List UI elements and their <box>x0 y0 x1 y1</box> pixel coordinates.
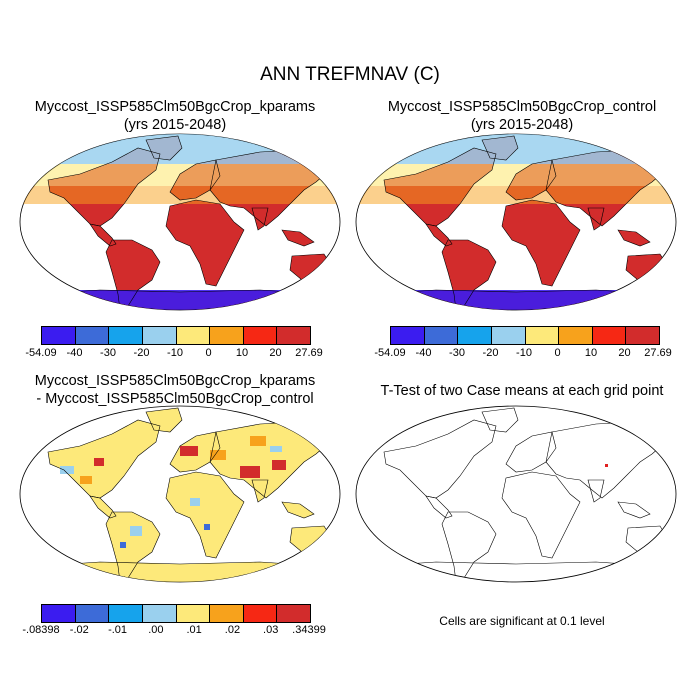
colorbar-swatch <box>458 327 492 344</box>
colorbar-swatch <box>210 327 244 344</box>
panel-title-difference-line1: Myccost_ISSP585Clm50BgcCrop_kparams <box>34 373 316 389</box>
colorbar-tick-label: .03 <box>263 624 279 636</box>
colorbar-kparams-ticks: -54.09 -40 -30 -20 -10 0 10 20 27.69 <box>25 347 322 361</box>
panel-title-control-line1: Myccost_ISSP585Clm50BgcCrop_control <box>387 99 657 115</box>
colorbar-tick-label: .02 <box>224 624 241 636</box>
colorbar-swatch <box>142 605 177 622</box>
colorbar-swatch <box>75 327 110 344</box>
colorbar-swatch <box>592 327 627 344</box>
panel-title-kparams-line2: (yrs 2015-2048) <box>123 117 227 133</box>
colorbar-swatch <box>210 605 244 622</box>
colorbar-swatch <box>391 327 425 344</box>
colorbar-difference <box>41 604 311 623</box>
colorbar-swatch <box>491 327 526 344</box>
colorbar-tick-label: .00 <box>148 624 164 636</box>
colorbar-tick-label: -.01 <box>108 624 128 636</box>
colorbar-tick-label: 27.69 <box>295 347 323 359</box>
colorbar-swatch <box>424 327 459 344</box>
colorbar-control <box>390 326 660 345</box>
colorbar-swatch <box>176 605 211 622</box>
colorbar-swatch <box>142 327 177 344</box>
colorbar-tick-label: -54.09 <box>374 347 406 359</box>
colorbar-swatch <box>243 327 278 344</box>
colorbar-tick-label: -30 <box>449 347 465 359</box>
colorbar-tick-label: 20 <box>269 347 282 359</box>
colorbar-tick-label: 10 <box>584 347 598 359</box>
panel-title-kparams-line1: Myccost_ISSP585Clm50BgcCrop_kparams <box>34 99 316 115</box>
colorbar-tick-label: 27.69 <box>644 347 672 359</box>
colorbar-swatch <box>277 327 310 344</box>
colorbar-swatch <box>525 327 560 344</box>
colorbar-tick-label: -.02 <box>69 624 89 636</box>
map-difference <box>19 405 341 583</box>
colorbar-swatch <box>243 605 278 622</box>
panel-title-control: Myccost_ISSP585Clm50BgcCrop_control (yrs… <box>352 98 692 134</box>
colorbar-tick-label: -10 <box>516 347 532 359</box>
colorbar-difference-ticks: -.08398 -.02 -.01 .00 .01 .02 .03 .34399 <box>22 624 325 638</box>
panel-title-difference: Myccost_ISSP585Clm50BgcCrop_kparams - My… <box>5 372 345 408</box>
colorbar-tick-label: -40 <box>415 347 432 359</box>
map-ttest <box>355 405 677 583</box>
colorbar-tick-label: -40 <box>66 347 83 359</box>
colorbar-tick-label: .34399 <box>292 624 326 636</box>
colorbar-swatch <box>109 605 143 622</box>
panel-title-kparams: Myccost_ISSP585Clm50BgcCrop_kparams (yrs… <box>5 98 345 134</box>
colorbar-tick-label: 0 <box>554 347 561 359</box>
colorbar-tick-label: -.08398 <box>22 624 60 636</box>
map-kparams <box>19 133 341 311</box>
colorbar-tick-label: .01 <box>186 624 202 636</box>
panel-title-ttest: T-Test of two Case means at each grid po… <box>380 383 664 399</box>
colorbar-control-ticks: -54.09 -40 -30 -20 -10 0 10 20 27.69 <box>374 347 671 361</box>
colorbar-kparams <box>41 326 311 345</box>
panel-title-control-line2: (yrs 2015-2048) <box>470 117 574 133</box>
colorbar-swatch <box>75 605 110 622</box>
colorbar-swatch <box>559 327 593 344</box>
colorbar-swatch <box>42 605 76 622</box>
colorbar-tick-label: -10 <box>167 347 183 359</box>
colorbar-swatch <box>42 327 76 344</box>
significance-note: Cells are significant at 0.1 level <box>439 614 605 628</box>
colorbar-tick-label: -20 <box>482 347 499 359</box>
map-control <box>355 133 677 311</box>
colorbar-tick-label: 10 <box>235 347 249 359</box>
colorbar-tick-label: -30 <box>100 347 116 359</box>
significant-cell-marker <box>605 464 608 467</box>
colorbar-tick-label: -20 <box>133 347 150 359</box>
colorbar-tick-label: 0 <box>205 347 212 359</box>
panel-title-difference-line2: - Myccost_ISSP585Clm50BgcCrop_control <box>36 391 314 407</box>
colorbar-tick-label: 20 <box>618 347 631 359</box>
colorbar-swatch <box>109 327 143 344</box>
colorbar-swatch <box>277 605 310 622</box>
colorbar-tick-label: -54.09 <box>25 347 57 359</box>
colorbar-swatch <box>176 327 211 344</box>
colorbar-swatch <box>626 327 659 344</box>
main-title: ANN TREFMNAV (C) <box>260 64 440 85</box>
